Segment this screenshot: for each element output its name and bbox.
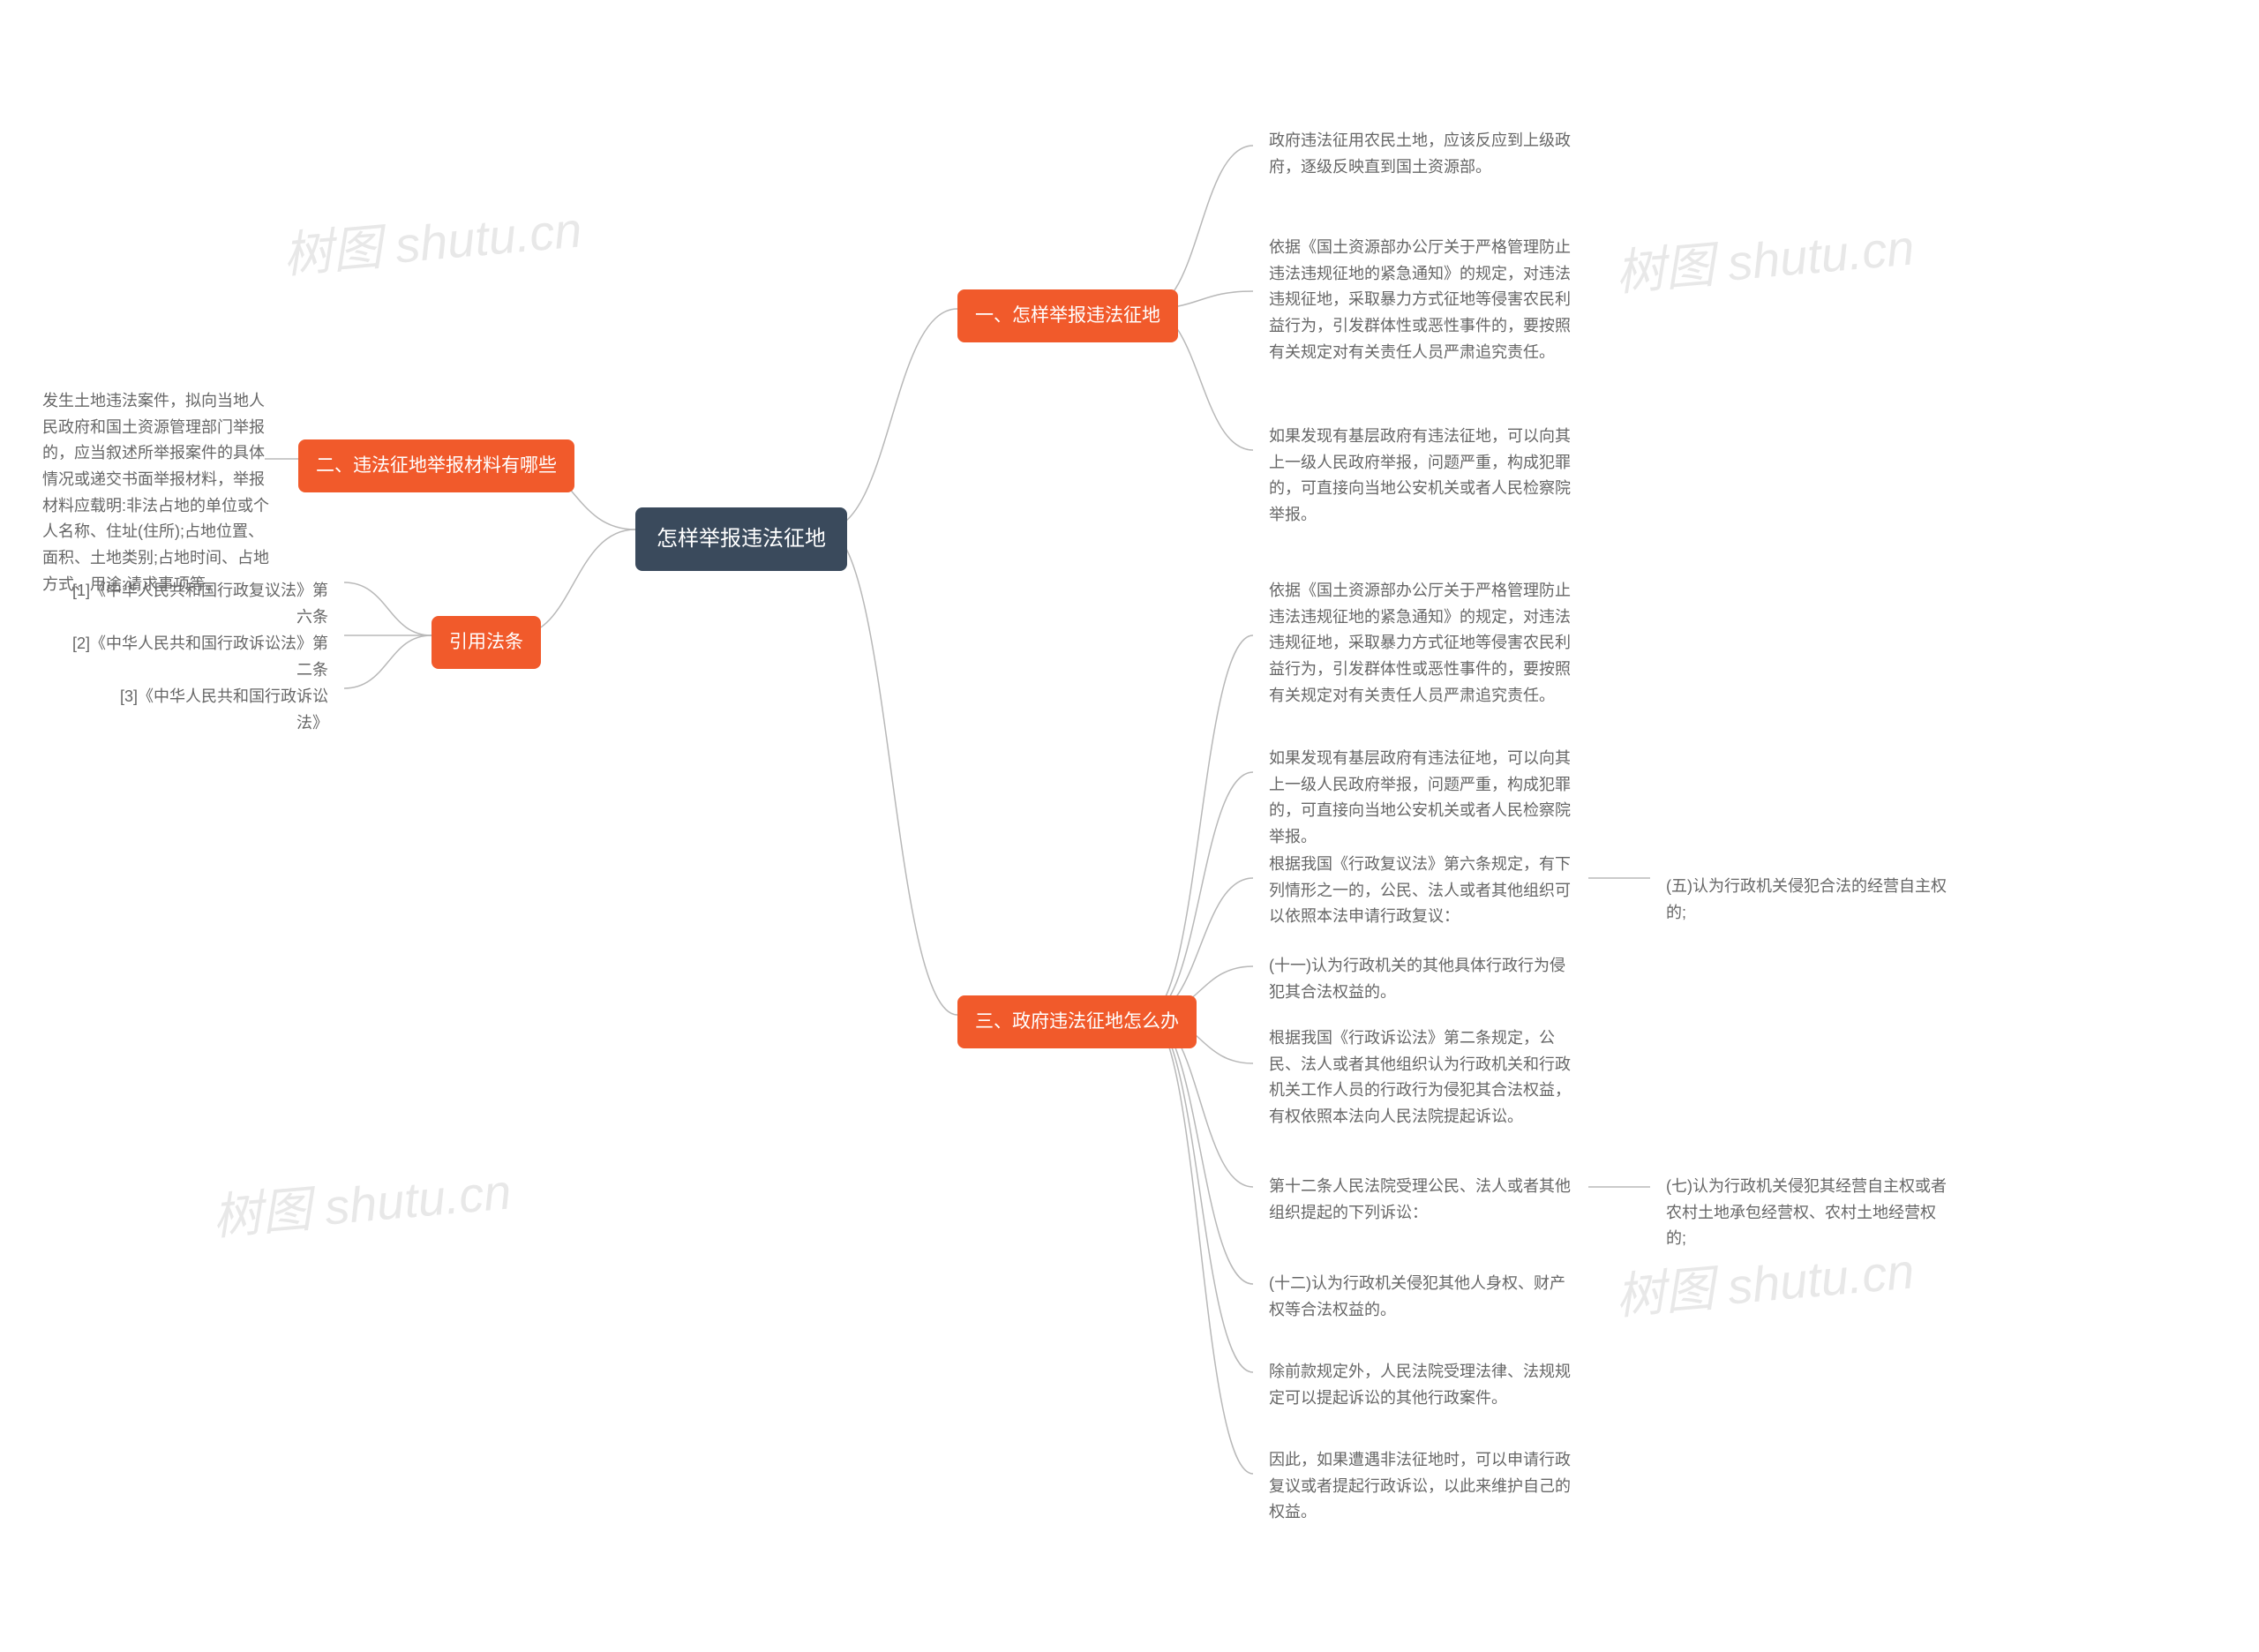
branch-4: 引用法条 bbox=[432, 616, 541, 669]
leaf-3-9: 因此，如果遭遇非法征地时，可以申请行政复议或者提起行政诉讼，以此来维护自己的权益… bbox=[1253, 1438, 1588, 1535]
leaf-3-6: 第十二条人民法院受理公民、法人或者其他组织提起的下列诉讼： bbox=[1253, 1165, 1588, 1235]
branch-2: 二、违法征地举报材料有哪些 bbox=[298, 439, 574, 492]
watermark: 树图 shutu.cn bbox=[209, 1152, 514, 1249]
leaf-4-3: [3]《中华人民共和国行政诉讼法》 bbox=[97, 675, 344, 745]
leaf-3-7: (十二)认为行政机关侵犯其他人身权、财产权等合法权益的。 bbox=[1253, 1262, 1588, 1332]
leaf-3-5: 根据我国《行政诉讼法》第二条规定，公民、法人或者其他组织认为行政机关和行政机关工… bbox=[1253, 1017, 1588, 1139]
branch-1: 一、怎样举报违法征地 bbox=[957, 289, 1178, 342]
leaf-3-3-sub: (五)认为行政机关侵犯合法的经营自主权的; bbox=[1650, 865, 1968, 935]
leaf-3-2: 如果发现有基层政府有违法征地，可以向其上一级人民政府举报，问题严重，构成犯罪的，… bbox=[1253, 737, 1588, 860]
watermark: 树图 shutu.cn bbox=[1612, 207, 1917, 304]
branch-3: 三、政府违法征地怎么办 bbox=[957, 995, 1197, 1048]
leaf-1-2: 依据《国土资源部办公厅关于严格管理防止违法违规征地的紧急通知》的规定，对违法违规… bbox=[1253, 226, 1588, 374]
leaf-3-4: (十一)认为行政机关的其他具体行政行为侵犯其合法权益的。 bbox=[1253, 944, 1588, 1014]
leaf-3-3: 根据我国《行政复议法》第六条规定，有下列情形之一的，公民、法人或者其他组织可以依… bbox=[1253, 843, 1588, 939]
connector-lines bbox=[0, 0, 2259, 1652]
root-node: 怎样举报违法征地 bbox=[635, 507, 847, 571]
leaf-3-1: 依据《国土资源部办公厅关于严格管理防止违法违规征地的紧急通知》的规定，对违法违规… bbox=[1253, 569, 1588, 717]
watermark: 树图 shutu.cn bbox=[280, 190, 584, 287]
leaf-3-6-sub: (七)认为行政机关侵犯其经营自主权或者农村土地承包经营权、农村土地经营权的; bbox=[1650, 1165, 1968, 1261]
leaf-1-3: 如果发现有基层政府有违法征地，可以向其上一级人民政府举报，问题严重，构成犯罪的，… bbox=[1253, 415, 1588, 537]
leaf-3-8: 除前款规定外，人民法院受理法律、法规规定可以提起诉讼的其他行政案件。 bbox=[1253, 1350, 1588, 1420]
leaf-1-1: 政府违法征用农民土地，应该反应到上级政府，逐级反映直到国土资源部。 bbox=[1253, 119, 1588, 189]
